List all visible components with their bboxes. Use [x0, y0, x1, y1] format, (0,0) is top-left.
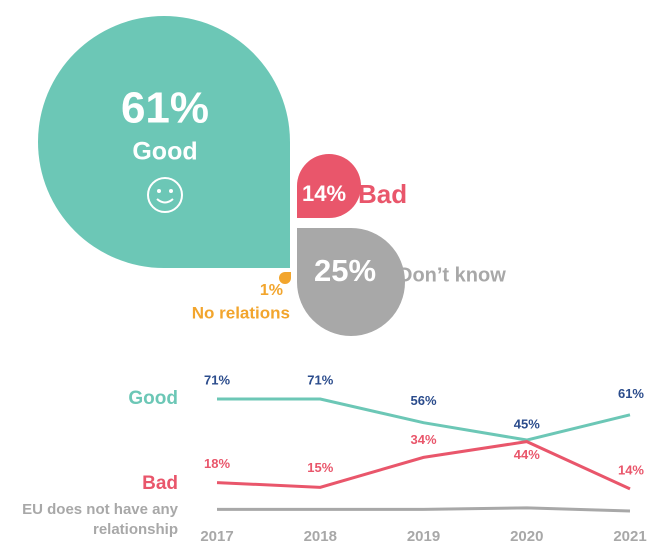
- good-label: Good: [132, 138, 197, 166]
- value-label: 61%: [618, 386, 644, 401]
- value-label: 71%: [204, 372, 230, 387]
- value-label: 34%: [410, 432, 436, 447]
- petal: [38, 16, 290, 268]
- good-value: 61%: [121, 84, 209, 133]
- norel-label: No relations: [192, 303, 290, 322]
- x-tick-label: 2018: [304, 528, 337, 544]
- bad-label: Bad: [358, 179, 407, 209]
- series-label: Bad: [142, 473, 178, 494]
- value-label: 15%: [307, 460, 333, 475]
- value-label: 14%: [618, 462, 644, 477]
- dontknow-label: Don’t know: [398, 264, 506, 286]
- series-line: [216, 440, 631, 491]
- series-line: [217, 397, 631, 442]
- x-tick-label: 2019: [407, 528, 440, 544]
- line-chart: 2017 2018 2019 2020 2021 Good 71% 71% 56% 45% 61% B…: [128, 372, 646, 544]
- value-label: 71%: [307, 372, 333, 387]
- series-label: EU does not have any relationship: [22, 501, 178, 538]
- norel-value: 1%: [260, 282, 283, 299]
- x-tick-label: 2017: [200, 528, 233, 544]
- series-line: [217, 506, 631, 513]
- petal: [297, 154, 361, 218]
- x-tick-label: 2020: [510, 528, 543, 544]
- value-label: 45%: [514, 416, 540, 431]
- petal: [279, 272, 291, 284]
- dontknow-value: 25%: [314, 253, 376, 288]
- petal-chart: [38, 16, 405, 336]
- value-label: 44%: [514, 447, 540, 462]
- value-label: 18%: [204, 456, 230, 471]
- smiley: [147, 177, 183, 213]
- petal: [297, 228, 405, 336]
- series-label: Good: [128, 388, 178, 409]
- value-label: 56%: [410, 393, 436, 408]
- x-tick-label: 2021: [613, 528, 646, 544]
- bad-value: 14%: [302, 181, 346, 206]
